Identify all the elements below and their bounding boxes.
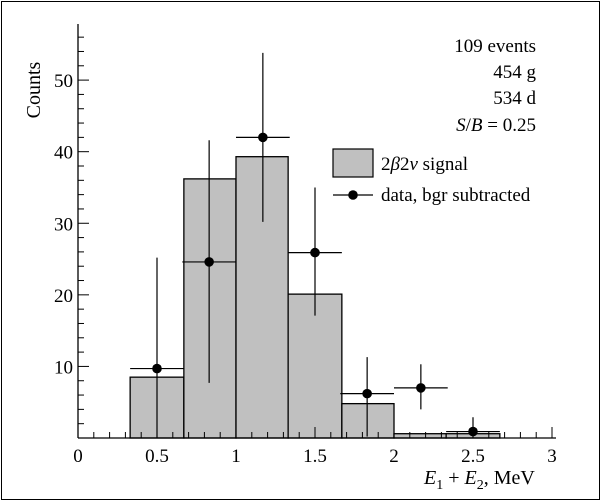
x-tick-label: 1.5 bbox=[303, 446, 327, 467]
data-marker bbox=[416, 383, 426, 393]
data-points bbox=[130, 52, 500, 438]
legend-label-data: data, bgr subtracted bbox=[381, 185, 531, 206]
y-tick-label: 20 bbox=[54, 286, 73, 307]
data-marker bbox=[468, 426, 478, 437]
data-point bbox=[130, 257, 184, 438]
y-tick-label: 40 bbox=[54, 143, 73, 164]
data-point bbox=[288, 187, 342, 316]
x-tick-label: 3 bbox=[547, 446, 557, 467]
data-point bbox=[446, 417, 500, 438]
data-marker bbox=[152, 363, 162, 374]
x-tick-label: 2 bbox=[389, 446, 399, 467]
y-tick-label: 30 bbox=[54, 214, 73, 235]
y-axis-label: Counts bbox=[23, 61, 45, 118]
x-tick-label: 0 bbox=[73, 446, 83, 467]
y-tick-label: 50 bbox=[54, 71, 73, 92]
data-point bbox=[394, 364, 448, 410]
legend-label-signal: 2β2ν signal bbox=[381, 154, 468, 175]
legend: 2β2ν signal data, bgr subtracted bbox=[332, 148, 531, 206]
x-tick-label: 2.5 bbox=[461, 446, 485, 467]
data-marker bbox=[310, 247, 320, 258]
histogram-bar bbox=[287, 293, 343, 439]
histogram-bars bbox=[129, 156, 501, 439]
x-tick-label: 1 bbox=[231, 446, 241, 467]
legend-swatch-signal bbox=[332, 148, 374, 178]
annotation-text: 109 events bbox=[454, 36, 536, 57]
data-point bbox=[182, 140, 236, 383]
histogram-bar bbox=[341, 402, 395, 439]
annotation-text: S/B = 0.25 bbox=[456, 115, 536, 136]
data-marker bbox=[204, 257, 214, 267]
x-ticks: 0 0.5 1 1.5 2 2.5 3 bbox=[73, 427, 557, 467]
x-tick-label: 0.5 bbox=[145, 446, 169, 467]
x-axis-label: E1 + E2, MeV bbox=[423, 467, 535, 493]
annotation-text: 454 g bbox=[493, 62, 536, 83]
y-tick-label: 10 bbox=[54, 357, 73, 378]
data-marker bbox=[362, 388, 372, 399]
data-point bbox=[236, 52, 290, 222]
axes bbox=[77, 24, 556, 439]
data-marker bbox=[258, 132, 268, 143]
annotations: 109 events 454 g 534 d S/B = 0.25 bbox=[454, 36, 536, 136]
data-point bbox=[340, 357, 394, 437]
annotation-text: 534 d bbox=[493, 88, 536, 109]
histogram-bar bbox=[183, 178, 237, 439]
y-ticks: 10 20 30 40 50 bbox=[54, 36, 89, 425]
histogram-bar bbox=[235, 156, 289, 439]
legend-marker-data bbox=[348, 190, 358, 200]
